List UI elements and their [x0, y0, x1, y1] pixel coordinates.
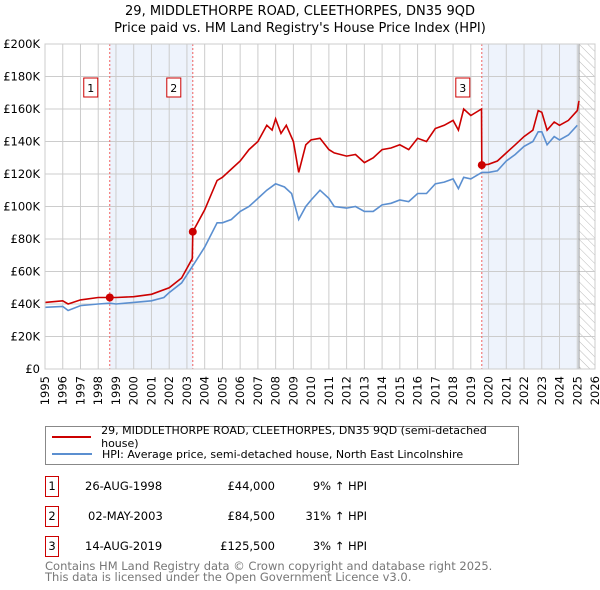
x-tick-label: 2015 — [393, 376, 407, 405]
y-tick-label: £0 — [25, 362, 40, 376]
legend: 29, MIDDLETHORPE ROAD, CLEETHORPES, DN35… — [45, 424, 519, 465]
x-tick-label: 2007 — [251, 376, 265, 405]
x-tick-label: 1998 — [91, 376, 105, 405]
sale-price: £44,000 — [227, 479, 275, 493]
legend-item-hpi: HPI: Average price, semi-detached house,… — [52, 446, 463, 462]
sale-hpi: 3% ↑ HPI — [312, 539, 367, 553]
sale-hpi: 31% ↑ HPI — [305, 509, 367, 523]
sale-date: 02-MAY-2003 — [88, 509, 163, 523]
y-tick-label: £20K — [11, 330, 41, 344]
legend-swatch-blue — [52, 453, 92, 455]
chart-subtitle: Price paid vs. HM Land Registry's House … — [114, 21, 486, 36]
price-chart: 1995 1996 1997 1998 1999 2000 2001 2002 2003 2004… — [3, 37, 600, 405]
x-tick-label: 2020 — [482, 376, 496, 405]
x-tick-label: 2003 — [180, 376, 194, 405]
y-tick-label: £120K — [3, 167, 40, 181]
chart-title: 29, MIDDLETHORPE ROAD, CLEETHORPES, DN35… — [125, 4, 475, 19]
x-tick-label: 2011 — [322, 376, 336, 405]
sale-number: 1 — [45, 476, 59, 497]
x-tick-label: 2008 — [269, 376, 283, 405]
x-tick-label: 2019 — [464, 376, 478, 405]
x-tick-label: 2013 — [357, 376, 371, 405]
sale-date: 14-AUG-2019 — [85, 539, 163, 553]
table-row: 3 14-AUG-2019 £125,500 3% ↑ HPI — [45, 536, 595, 557]
x-tick-label: 1997 — [73, 376, 87, 405]
y-tick-label: £140K — [3, 135, 40, 149]
sale-label-box — [83, 77, 99, 98]
x-tick-label: 2005 — [215, 376, 229, 405]
sale-label: 1 — [87, 82, 94, 95]
legend-label: HPI: Average price, semi-detached house,… — [102, 447, 464, 461]
sale-label: 3 — [459, 82, 466, 95]
sale-number: 3 — [45, 536, 59, 557]
y-tick-label: £200K — [3, 37, 40, 51]
sale-label-box — [166, 77, 182, 98]
table-row: 1 26-AUG-1998 £44,000 9% ↑ HPI — [45, 476, 595, 497]
x-tick-label: 1999 — [109, 376, 123, 405]
x-tick-label: 2025 — [570, 376, 584, 405]
x-tick-label: 2000 — [127, 376, 141, 405]
x-tick-label: 2002 — [162, 376, 176, 405]
sale-price: £84,500 — [227, 509, 275, 523]
x-tick-label: 2023 — [535, 376, 549, 405]
y-tick-label: £80K — [11, 232, 41, 246]
y-tick-label: £40K — [11, 297, 41, 311]
y-tick-label: £100K — [3, 200, 40, 214]
sale-label: 2 — [170, 82, 177, 95]
x-tick-label: 2012 — [340, 376, 354, 405]
legend-item-property: 29, MIDDLETHORPE ROAD, CLEETHORPES, DN35… — [52, 424, 518, 450]
sale-price: £125,500 — [220, 539, 275, 553]
x-tick-label: 2006 — [233, 376, 247, 405]
x-tick-label: 2004 — [198, 376, 212, 405]
legend-swatch-red — [52, 436, 92, 438]
sale-number: 2 — [45, 506, 59, 527]
footer-licence: This data is licensed under the Open Gov… — [45, 570, 412, 584]
footer-copyright: Contains HM Land Registry data © Crown c… — [45, 559, 493, 573]
x-tick-label: 2026 — [588, 376, 600, 405]
x-tick-label: 2016 — [411, 376, 425, 405]
table-row: 2 02-MAY-2003 £84,500 31% ↑ HPI — [45, 506, 595, 527]
x-tick-label: 1995 — [38, 376, 52, 405]
y-tick-label: £60K — [11, 265, 41, 279]
x-tick-label: 2010 — [304, 376, 318, 405]
plot-border — [44, 43, 596, 370]
x-tick-label: 2021 — [499, 376, 513, 405]
x-tick-label: 2018 — [446, 376, 460, 405]
y-tick-label: £180K — [3, 70, 40, 84]
x-tick-label: 2014 — [375, 376, 389, 405]
sale-date: 26-AUG-1998 — [85, 479, 163, 493]
x-tick-label: 2017 — [428, 376, 442, 405]
footer: Contains HM Land Registry data © Crown c… — [45, 559, 493, 584]
legend-label: 29, MIDDLETHORPE ROAD, CLEETHORPES, DN35… — [101, 424, 487, 450]
sale-label-box — [455, 77, 471, 98]
sale-point — [188, 227, 197, 236]
x-tick-label: 2009 — [286, 376, 300, 405]
sale-point — [105, 293, 114, 302]
x-tick-label: 2001 — [144, 376, 158, 405]
sale-hpi: 9% ↑ HPI — [312, 479, 367, 493]
y-tick-label: £160K — [3, 102, 40, 116]
x-tick-label: 1996 — [56, 376, 70, 405]
x-tick-label: 2024 — [553, 376, 567, 405]
property-price-line — [44, 100, 580, 305]
sale-point — [477, 161, 486, 170]
x-tick-label: 2022 — [517, 376, 531, 405]
hpi-line — [44, 124, 578, 312]
